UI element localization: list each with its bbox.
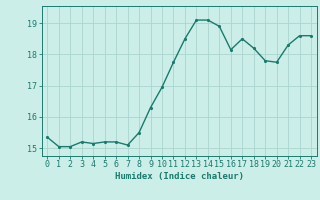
X-axis label: Humidex (Indice chaleur): Humidex (Indice chaleur) — [115, 172, 244, 181]
